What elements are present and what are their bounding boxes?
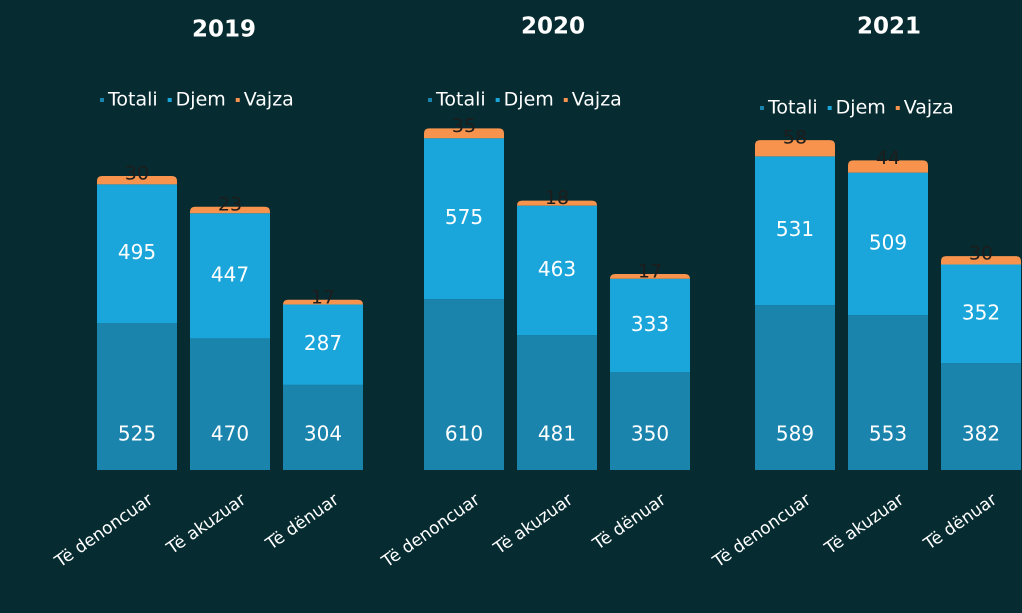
legend-marker	[428, 98, 432, 102]
legend-marker	[495, 98, 500, 102]
bar-segment	[755, 156, 835, 306]
legend-label: Vajza	[904, 97, 954, 119]
legend-label: Vajza	[244, 89, 294, 111]
bar-segment	[283, 299, 363, 305]
value-label: 481	[538, 422, 576, 446]
value-label: 35	[452, 115, 476, 137]
value-label: 17	[311, 286, 335, 308]
bar-segment	[190, 206, 270, 214]
legend-marker	[235, 98, 240, 102]
value-label: 589	[776, 422, 814, 446]
bar-segment	[424, 138, 504, 300]
bar-segment	[97, 184, 177, 323]
value-label: 58	[783, 127, 807, 149]
bar-segment	[941, 256, 1021, 265]
bar-segment	[610, 274, 690, 279]
value-label: 23	[218, 193, 242, 215]
value-label: 304	[304, 422, 342, 446]
value-label: 447	[211, 262, 249, 286]
value-label: 531	[776, 217, 814, 241]
bar-segment	[517, 205, 597, 336]
legend-label: Djem	[176, 89, 226, 111]
legend-label: Totali	[767, 97, 818, 119]
value-label: 18	[545, 187, 569, 209]
value-label: 30	[125, 163, 149, 185]
bar-segment	[848, 315, 928, 470]
chart-title: 2020	[521, 14, 585, 40]
value-label: 30	[969, 243, 993, 265]
bar-segment	[610, 372, 690, 470]
bar-segment	[941, 264, 1021, 364]
legend-label: Totali	[435, 89, 486, 111]
legend-label: Djem	[504, 89, 554, 111]
legend-marker	[563, 98, 568, 102]
value-label: 382	[962, 422, 1000, 446]
bar-segment	[610, 278, 690, 372]
bar-segment	[424, 128, 504, 139]
bar-segment	[848, 160, 928, 173]
chart-title: 2019	[192, 17, 256, 43]
value-label: 525	[118, 422, 156, 446]
value-label: 17	[638, 261, 662, 283]
bar-segment	[283, 384, 363, 470]
bar-segment	[848, 172, 928, 316]
bar-segment	[97, 323, 177, 470]
bar-segment	[517, 200, 597, 206]
value-label: 509	[869, 230, 907, 254]
value-label: 287	[304, 331, 342, 355]
bar-segment	[424, 299, 504, 470]
value-label: 610	[445, 422, 483, 446]
legend-label: Djem	[836, 97, 886, 119]
value-label: 44	[876, 147, 900, 169]
legend-marker	[100, 98, 104, 102]
bar-segment	[283, 304, 363, 385]
legend-marker	[895, 106, 900, 110]
value-label: 463	[538, 257, 576, 281]
legend-label: Vajza	[572, 89, 622, 111]
chart-title: 2021	[857, 14, 921, 40]
value-label: 575	[445, 205, 483, 229]
bar-segment	[755, 305, 835, 470]
value-label: 350	[631, 422, 669, 446]
legend-label: Totali	[107, 89, 158, 111]
bar-segment	[97, 176, 177, 185]
bar-segment	[190, 213, 270, 339]
legend-marker	[827, 106, 832, 110]
value-label: 352	[962, 300, 1000, 324]
value-label: 553	[869, 422, 907, 446]
bar-segment	[941, 363, 1021, 470]
bar-segment	[190, 338, 270, 470]
bar-segment	[517, 335, 597, 470]
value-label: 333	[631, 312, 669, 336]
value-label: 470	[211, 422, 249, 446]
value-label: 495	[118, 240, 156, 264]
bar-segment	[755, 140, 835, 157]
legend-marker	[760, 106, 764, 110]
legend-marker	[167, 98, 172, 102]
